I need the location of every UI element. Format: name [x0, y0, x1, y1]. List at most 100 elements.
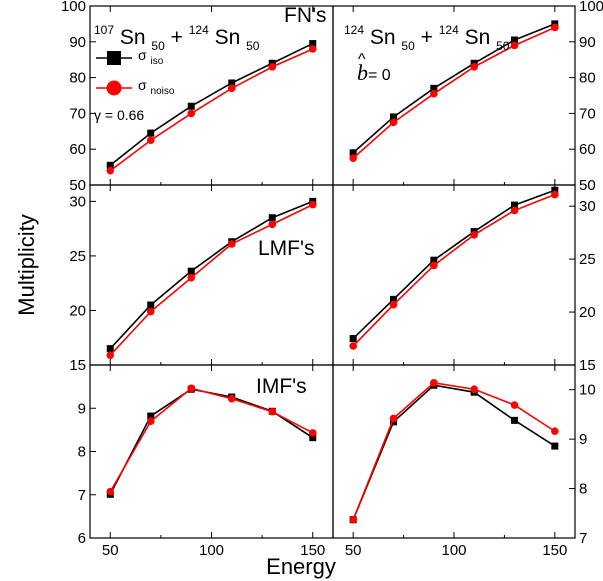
data-point-iso [349, 149, 357, 157]
left-el2: Sn [215, 26, 241, 49]
data-point-noiso [551, 190, 559, 199]
panels-layer: 50 60 70 80 90 100 50 60 70 80 90 100 15 20 25 30 15 20 25… [61, 0, 603, 559]
data-point-iso [430, 256, 438, 264]
x-tick-label: 100 [199, 542, 224, 559]
data-point-noiso [227, 394, 236, 403]
data-point-iso [309, 40, 317, 48]
data-point-iso [349, 335, 357, 343]
y-tick-label: 30 [579, 198, 596, 215]
y-tick-label: 7 [78, 487, 86, 504]
y-tick-label: 10 [579, 382, 596, 399]
series-line-undefined [109, 200, 314, 350]
data-point-noiso [227, 240, 236, 248]
left-a1: 107 [94, 23, 114, 37]
series-line-undefined [352, 381, 556, 521]
panel-label-lmfs: LMF's [258, 237, 315, 260]
right-plus: + [421, 26, 433, 49]
data-point-noiso [389, 414, 398, 423]
right-el1: Sn [370, 26, 396, 49]
y-tick-label: 50 [579, 177, 596, 194]
data-point-noiso [349, 154, 357, 162]
panel-middle-left: 15 20 25 30 [69, 184, 334, 374]
data-point-noiso [430, 261, 438, 270]
y-tick-label: 90 [69, 34, 86, 51]
y-tick-label: 25 [579, 251, 596, 268]
series-line-undefined [352, 23, 556, 154]
x-tick-label: 50 [345, 542, 362, 559]
data-point-noiso [146, 307, 155, 316]
x-tick-label: 150 [300, 542, 325, 559]
data-point-iso [551, 442, 559, 450]
y-tick-label: 60 [69, 141, 86, 158]
series-line-undefined [352, 193, 556, 347]
data-point-iso [147, 301, 155, 309]
y-tick-label: 70 [69, 105, 86, 122]
data-point-iso [511, 416, 518, 424]
data-point-iso [147, 129, 155, 137]
data-point-iso [106, 161, 114, 169]
panel-bottom-right: 50 100 150 7 8 9 10 [332, 364, 596, 559]
data-point-noiso [187, 109, 196, 118]
panel-frame [332, 364, 576, 539]
x-tick-label: 50 [102, 542, 119, 559]
data-point-noiso [510, 401, 519, 409]
y-tick-label: 9 [579, 431, 587, 448]
y-tick-label: 9 [78, 400, 86, 417]
left-plus: + [171, 26, 183, 49]
bhat-hat: ^ [358, 51, 366, 68]
data-point-iso [309, 434, 317, 442]
x-tick-label: 150 [542, 542, 567, 559]
right-a1: 124 [344, 23, 364, 37]
y-tick-label: 20 [69, 302, 86, 319]
data-point-noiso [510, 206, 519, 215]
data-point-noiso [308, 200, 317, 209]
series-line-undefined [352, 384, 556, 521]
data-point-noiso [470, 385, 478, 394]
x-axis-title: Energy [266, 554, 336, 579]
right-el2: Sn [465, 26, 491, 49]
y-tick-label: 90 [579, 34, 596, 51]
y-tick-label: 20 [579, 304, 596, 321]
legend-marker-circle [106, 80, 122, 96]
left-z2: 50 [246, 39, 260, 53]
y-tick-label: 50 [69, 177, 86, 194]
data-point-noiso [430, 378, 438, 387]
legend-marker-square [107, 51, 121, 65]
legend-label-noiso: σ noiso [138, 77, 175, 97]
series-line-undefined [352, 26, 556, 159]
panel-label-fns: FN's [284, 4, 327, 27]
data-point-noiso [470, 63, 478, 71]
data-point-noiso [268, 220, 277, 229]
panel-frame [332, 184, 576, 366]
data-point-iso [430, 84, 438, 92]
series-line-undefined [109, 42, 314, 166]
data-point-iso [511, 201, 518, 209]
data-point-noiso [146, 417, 155, 426]
data-point-noiso [187, 273, 196, 282]
legend-noiso-sym: σ [138, 77, 147, 93]
data-point-noiso [308, 45, 317, 53]
right-z1: 50 [401, 39, 415, 53]
y-tick-label: 8 [78, 444, 86, 461]
data-point-noiso [106, 166, 115, 175]
bhat-symbol: b [357, 60, 368, 85]
data-point-noiso [106, 487, 115, 496]
y-tick-label: 100 [579, 0, 603, 15]
right-a2: 124 [439, 23, 459, 37]
right-system-label: 124 Sn 50 + 124 Sn 50 [344, 16, 510, 55]
gamma-annotation: γ = 0.66 [94, 107, 144, 123]
left-z1: 50 [151, 39, 165, 53]
left-a2: 124 [189, 23, 209, 37]
data-point-iso [187, 102, 195, 110]
x-tick-label: 100 [441, 542, 466, 559]
data-point-noiso [349, 342, 357, 350]
y-tick-label: 8 [579, 481, 587, 498]
data-point-noiso [308, 429, 317, 437]
panel-middle-right: 15 20 25 30 [332, 184, 596, 374]
series-line-undefined [109, 387, 314, 493]
y-tick-label: 15 [69, 357, 86, 374]
data-point-noiso [389, 300, 398, 309]
data-point-iso [268, 214, 276, 222]
data-point-noiso [430, 89, 438, 98]
